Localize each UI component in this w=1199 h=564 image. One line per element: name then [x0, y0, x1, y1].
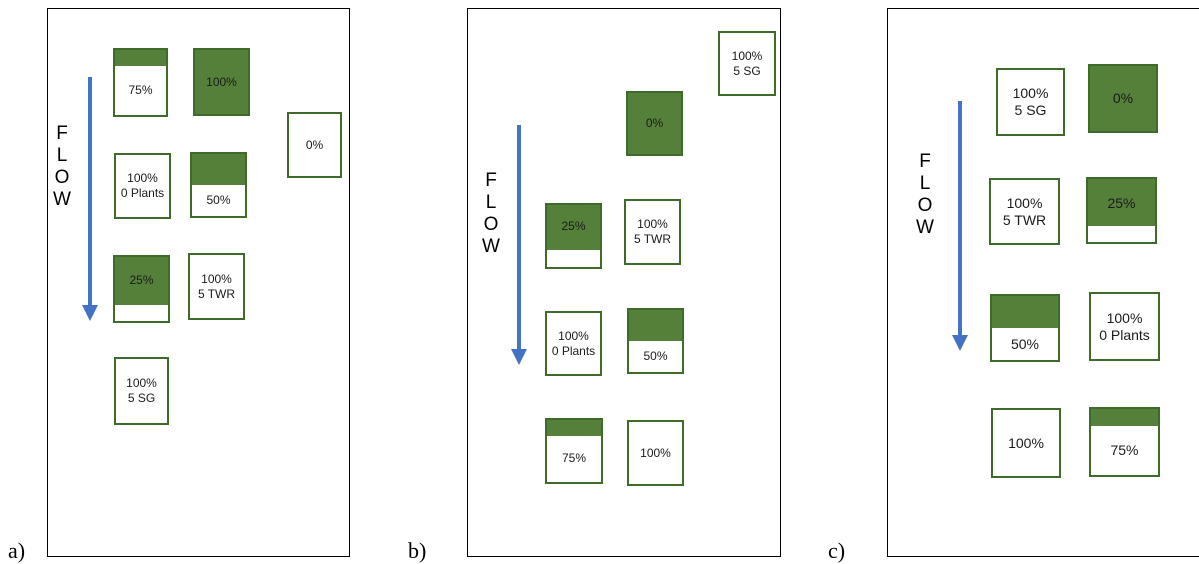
- flow-letter: L: [919, 173, 931, 194]
- panel-b-box: 100% 5 TWR: [624, 199, 681, 265]
- panel-a-box: 100%: [193, 48, 250, 116]
- panel-c-box: 100% 0 Plants: [1089, 292, 1160, 361]
- flow-letter: W: [53, 189, 71, 210]
- box-fill: [192, 154, 245, 185]
- flow-letter: W: [916, 217, 934, 238]
- flow-letter: O: [483, 214, 499, 235]
- box-label: 50%: [206, 193, 231, 207]
- box-label: 75%: [561, 451, 587, 465]
- panel-a-box: 25%: [113, 255, 170, 323]
- box-label: 100% 5 TWR: [197, 271, 236, 301]
- box-label: 0%: [1112, 90, 1134, 106]
- box-label: 25%: [561, 219, 586, 233]
- panel-c-box: 25%: [1086, 177, 1157, 244]
- flow-letter: W: [482, 236, 500, 257]
- panel-label-c: c): [828, 538, 846, 563]
- box-label: 100% 5 SG: [126, 376, 157, 405]
- panel-a-box: 100% 5 SG: [114, 357, 169, 425]
- panel-a-box: 75%: [113, 48, 168, 117]
- box-label: 100% 0 Plants: [120, 171, 165, 200]
- box-label: 50%: [1010, 336, 1040, 352]
- box-label: 100% 5 TWR: [1002, 194, 1047, 228]
- panel-c-box: 100% 5 SG: [996, 68, 1065, 136]
- panel-label-a: a): [8, 538, 26, 563]
- box-fill: [992, 296, 1058, 328]
- box-label: 75%: [128, 83, 153, 97]
- box-fill: [195, 50, 248, 114]
- box-label: 100% 0 Plants: [1099, 309, 1150, 343]
- box-fill: [628, 93, 681, 154]
- box-fill: [547, 420, 601, 436]
- panel-b-box: 100% 5 SG: [718, 31, 776, 96]
- box-label: 100%: [640, 445, 671, 460]
- flow-letter: F: [919, 151, 931, 172]
- flow-letter: F: [485, 170, 497, 191]
- panel-b-box: 100% 0 Plants: [545, 311, 602, 376]
- flow-arrow-a: [82, 77, 98, 321]
- panel-c-box: 0%: [1088, 64, 1158, 133]
- panel-b-box: 25%: [545, 203, 602, 269]
- flow-letter: O: [917, 195, 933, 216]
- panel-c-box: 75%: [1089, 407, 1160, 477]
- panel-b-box: 75%: [545, 418, 603, 484]
- panel-a-box: 100% 0 Plants: [114, 153, 171, 219]
- panel-c-box: 50%: [990, 294, 1060, 362]
- box-label: 100% 5 SG: [1012, 85, 1049, 118]
- box-label: 0%: [305, 137, 324, 152]
- panel-b-box: 0%: [626, 91, 683, 156]
- panel-a-box: 50%: [190, 152, 247, 218]
- flow-arrow-c: [952, 101, 968, 351]
- box-label: 75%: [1110, 442, 1139, 458]
- box-label: 25%: [129, 273, 154, 287]
- panel-c-box: 100%: [991, 408, 1061, 478]
- box-label: 100%: [206, 74, 237, 89]
- box-label: 100% 5 TWR: [633, 217, 672, 246]
- box-label: 100% 5 SG: [731, 48, 763, 78]
- box-label: 0%: [645, 116, 664, 130]
- panel-b-box: 50%: [627, 308, 684, 374]
- box-fill: [1088, 179, 1155, 226]
- box-label: 25%: [1107, 195, 1136, 211]
- box-label: 50%: [643, 349, 668, 363]
- box-fill: [547, 205, 600, 250]
- flow-letter: O: [54, 167, 70, 188]
- box-fill: [1091, 409, 1158, 426]
- panel-a-box: 0%: [287, 112, 342, 178]
- box-fill: [1090, 66, 1156, 131]
- panel-b-box: 100%: [627, 420, 684, 486]
- flow-letter: F: [56, 123, 68, 144]
- panel-label-b: b): [408, 538, 427, 563]
- box-label: 100%: [1008, 434, 1044, 451]
- box-fill: [115, 50, 166, 66]
- panel-c-box: 100% 5 TWR: [989, 178, 1060, 245]
- box-fill: [629, 310, 682, 341]
- panel-a-box: 100% 5 TWR: [188, 253, 245, 320]
- flow-letter: L: [485, 192, 497, 213]
- box-label: 100% 0 Plants: [551, 328, 596, 358]
- flow-letter: L: [56, 145, 68, 166]
- box-fill: [115, 257, 168, 305]
- flow-arrow-b: [511, 125, 527, 365]
